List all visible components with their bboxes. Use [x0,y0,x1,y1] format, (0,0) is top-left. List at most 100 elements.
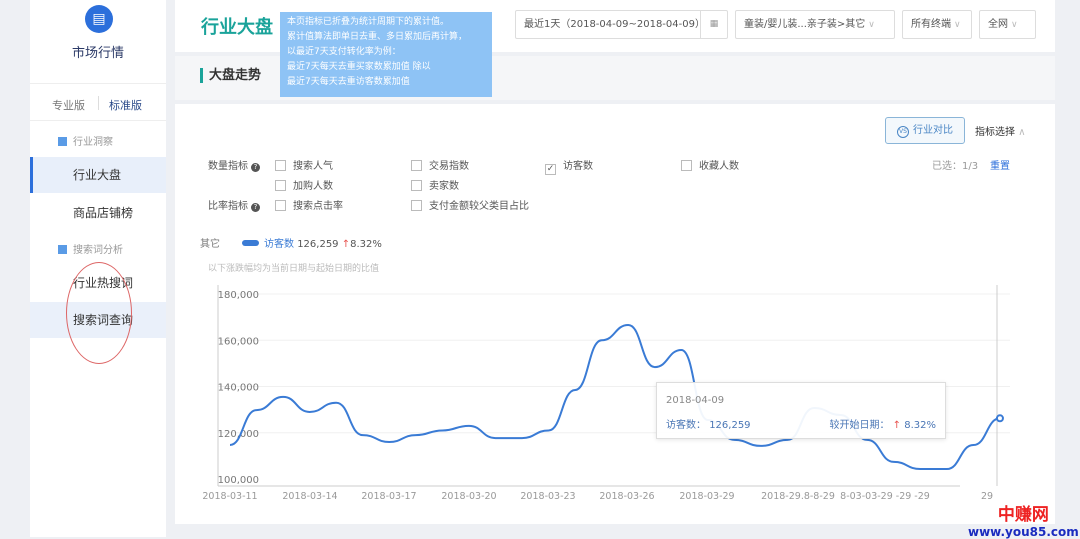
selected-count: 已选：1/3 [932,161,979,172]
x-tick-label: 2018-29.8-8-29 [761,491,835,502]
x-tick-label: 2018-03-20 [441,491,496,502]
x-tick-label: 2018-03-14 [282,491,337,502]
y-tick-label: 120,000 [218,429,259,440]
info-tooltip: 本页指标已折叠为统计周期下的累计值。 累计值算法即单日去重、多日累加后再计算， … [280,12,492,97]
checkbox-label: 加购人数 [293,181,333,192]
checkbox-label: 搜索人气 [293,161,333,172]
checkbox-trade-index[interactable]: 交易指数 [411,157,469,172]
sidebar: ▤ 市场行情 专业版 标准版 行业洞察 行业大盘 商品店铺榜 搜索词分析 行业热… [30,0,166,537]
checkbox[interactable] [275,180,286,191]
x-tick-label: 2018-03-29 [679,491,734,502]
legend-swatch [242,240,259,246]
category-text: 童装/婴儿装...亲子装>其它 [744,19,866,30]
network-select[interactable]: 全网 ∨ [979,10,1036,39]
legend-item[interactable]: 访客数 126,259 ↑8.32% [242,235,382,250]
tooltip-line: 累计值算法即单日去重、多日累加后再计算， [287,32,468,42]
chevron-up-icon: ∧ [1018,127,1026,138]
tooltip-line: 以最近7天支付转化率为例： [287,47,401,57]
tooltip-metric-value: 126,259 [709,420,751,431]
tooltip-metric-label: 访客数： [666,420,706,431]
help-icon[interactable]: ? [251,203,260,212]
category-select[interactable]: 童装/婴儿装...亲子装>其它 ∨ [735,10,895,39]
group-label: 行业洞察 [73,137,113,148]
checkbox-add-cart[interactable]: 加购人数 [275,177,333,192]
calendar-icon[interactable]: ▦ [700,11,727,38]
tooltip-line: 最近7天每天去重访客数累加值 [287,77,410,87]
reset-link[interactable]: 重置 [990,161,1010,172]
x-tick-label: 2018-03-26 [599,491,654,502]
checkbox-payment-share[interactable]: 支付金额较父类目占比 [411,197,529,212]
row-label: 数量指标 [208,161,248,172]
checkbox-sellers[interactable]: 卖家数 [411,177,459,192]
version-standard-tab[interactable]: 标准版 [109,99,142,112]
x-tick-label: 2018-03-23 [520,491,575,502]
group-industry-insight: 行业洞察 [58,133,113,148]
checkbox-checked[interactable]: ✓ [545,164,556,175]
network-text: 全网 [988,19,1008,30]
industry-compare-button[interactable]: VS 行业对比 [885,117,965,144]
y-tick-label: 100,000 [218,475,259,486]
metric-select-label: 指标选择 [975,127,1015,138]
compare-label: 行业对比 [913,125,953,136]
tooltip-metric: 访客数： 126,259 [666,416,751,431]
checkbox-visitors[interactable]: ✓ 访客数 [545,157,593,175]
checkbox[interactable] [275,200,286,211]
watermark-logo: 中赚网 www.you85.com [968,500,1079,539]
series-line-visitors [229,323,1001,471]
checkbox-search-ctr[interactable]: 搜索点击率 [275,197,343,212]
checkbox-label: 卖家数 [429,181,459,192]
checkbox-label: 支付金额较父类目占比 [429,201,529,212]
metric-select-toggle[interactable]: 指标选择 ∧ [975,123,1026,138]
tooltip-line: 最近7天每天去重买家数累加值 除以 [287,62,431,72]
up-arrow-icon: ↑ [892,420,902,431]
other-label: 其它 [200,239,220,250]
legend-name: 访客数 [264,239,294,250]
row-label: 比率指标 [208,201,248,212]
checkbox[interactable] [681,160,692,171]
chart-tooltip: 2018-04-09 访客数： 126,259 较开始日期： ↑ 8.32% [656,382,946,439]
checkbox-search-popularity[interactable]: 搜索人气 [275,157,333,172]
sidebar-title: 市场行情 [71,46,124,61]
legend-value: 126,259 [297,239,339,250]
up-arrow-icon: ↑ [341,239,351,250]
watermark-name: 中赚网 [997,505,1049,525]
group-search-analysis: 搜索词分析 [58,241,123,256]
tooltip-change: 8.32% [904,420,936,431]
divider [30,83,166,84]
checkbox[interactable] [411,180,422,191]
help-icon[interactable]: ? [251,163,260,172]
sidebar-item-industry-overview[interactable]: 行业大盘 [30,157,166,193]
x-tick-label: 2018-03-11 [202,491,257,502]
rate-metrics-label: 比率指标? [208,197,260,212]
section-title: 大盘走势 [200,68,261,83]
market-chart-icon: ▤ [85,5,113,33]
checkbox[interactable] [275,160,286,171]
terminal-select[interactable]: 所有终端 ∨ [902,10,972,39]
tooltip-line: 本页指标已折叠为统计周期下的累计值。 [287,17,450,27]
divider [98,96,99,110]
checkbox-favorites[interactable]: 收藏人数 [681,157,739,172]
version-pro-tab[interactable]: 专业版 [52,99,85,112]
x-tick-label: 29 [981,491,993,502]
chevron-down-icon: ∨ [1011,20,1018,30]
tooltip-date: 2018-04-09 [666,395,725,406]
vs-icon: VS [897,126,909,138]
checkbox[interactable] [411,160,422,171]
date-range-picker[interactable]: 最近1天（2018-04-09~2018-04-09） ▦ [515,10,728,39]
x-tick-label: 8-03-03-29 -29 -29 [840,491,930,502]
annotation-circle [66,262,132,364]
checkbox-label: 交易指数 [429,161,469,172]
chart-note: 以下涨跌幅均为当前日期与起始日期的比值 [208,264,380,274]
quantity-metrics-label: 数量指标? [208,157,260,172]
checkbox[interactable] [411,200,422,211]
data-point-highlight [995,414,1004,423]
group-label: 搜索词分析 [73,245,123,256]
y-tick-label: 180,000 [218,290,259,301]
sidebar-item-shop-ranking[interactable]: 商品店铺榜 [73,206,134,220]
divider [30,120,166,121]
chevron-down-icon: ∨ [954,20,961,30]
page-title: 行业大盘 [201,17,273,38]
trend-card: VS 行业对比 指标选择 ∧ 已选：1/3 重置 数量指标? 比率指标? 搜索人气… [175,104,1055,524]
watermark-url: www.you85.com [968,525,1079,539]
checkbox-label: 访客数 [563,161,593,172]
